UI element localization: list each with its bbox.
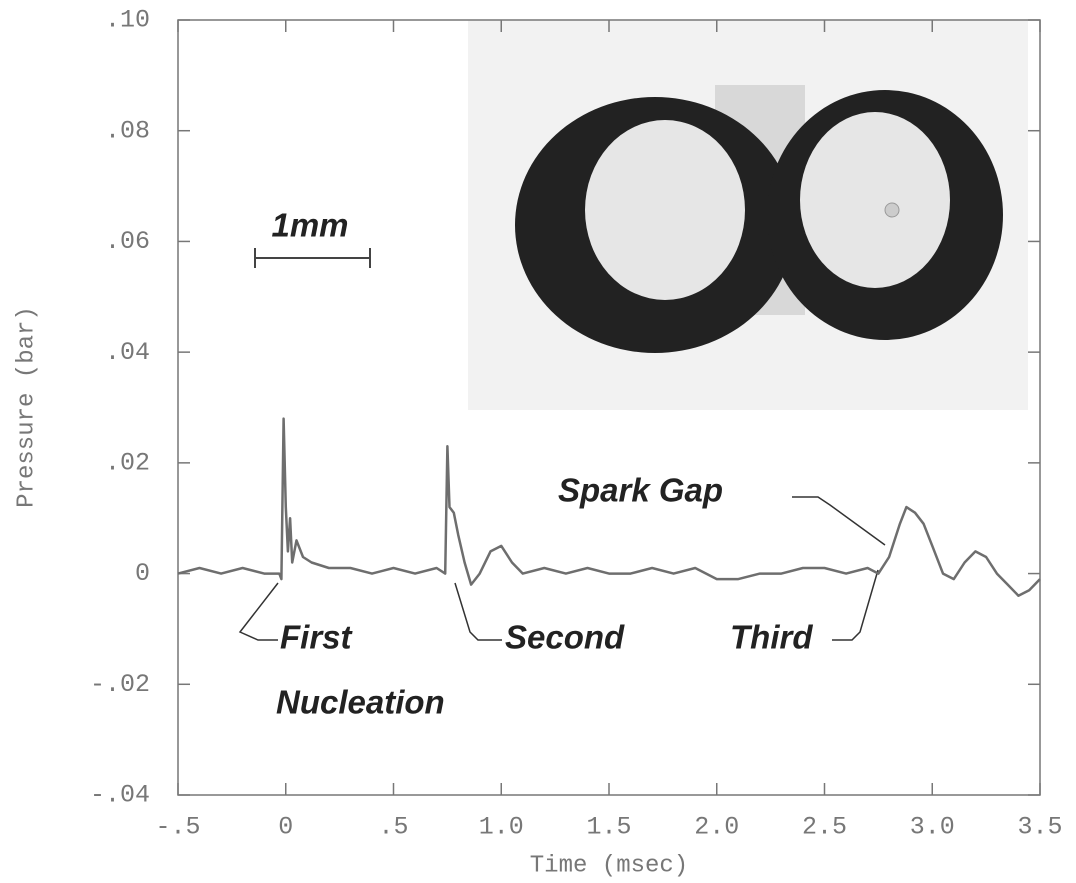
photo-inset xyxy=(468,20,1028,410)
x-tick-label: 1.0 xyxy=(479,813,524,842)
y-tick-label: 0 xyxy=(135,559,150,588)
y-tick-label: .08 xyxy=(105,116,150,145)
annotation: Nucleation xyxy=(276,684,445,721)
annotation: 1mm xyxy=(271,207,348,244)
x-tick-label: 3.0 xyxy=(910,813,955,842)
x-tick-label: 3.5 xyxy=(1017,813,1062,842)
y-tick-label: .02 xyxy=(105,448,150,477)
scale-bar xyxy=(254,248,371,268)
y-tick-label: .04 xyxy=(105,338,150,367)
x-tick-label: 0 xyxy=(278,813,293,842)
y-tick-label: .10 xyxy=(105,6,150,35)
y-tick-label: -.04 xyxy=(90,781,150,810)
x-tick-label: 1.5 xyxy=(586,813,631,842)
y-axis-label: Pressure (bar) xyxy=(13,306,40,508)
annotation: First xyxy=(280,619,354,656)
x-tick-label: 2.5 xyxy=(802,813,847,842)
data-line xyxy=(177,417,1041,597)
annotation: Second xyxy=(505,619,625,656)
y-tick-label: -.02 xyxy=(90,670,150,699)
x-tick-label: 2.0 xyxy=(694,813,739,842)
annotation: Spark Gap xyxy=(558,472,723,509)
arrows xyxy=(238,496,886,641)
y-tick-label: .06 xyxy=(105,227,150,256)
x-tick-label: -.5 xyxy=(155,813,200,842)
annotation: Third xyxy=(730,619,813,656)
x-tick-label: .5 xyxy=(378,813,408,842)
x-axis-label: Time (msec) xyxy=(530,852,688,879)
